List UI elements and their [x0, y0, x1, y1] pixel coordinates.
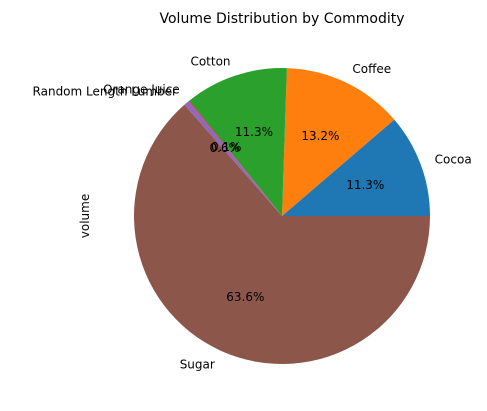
slice-label-random-length-lumber: Random Length Lumber [33, 85, 177, 99]
slice-percent-coffee: 13.2% [301, 129, 339, 143]
slice-label-cocoa: Cocoa [435, 152, 472, 166]
slice-percent-random-length-lumber: 0.6% [209, 141, 240, 155]
slice-label-coffee: Coffee [352, 62, 391, 76]
chart-title: Volume Distribution by Commodity [160, 11, 405, 27]
pie-slices [134, 68, 430, 364]
slice-percent-cotton: 11.3% [235, 125, 273, 139]
slice-percent-cocoa: 11.3% [346, 178, 384, 192]
slice-percent-sugar: 63.6% [226, 290, 264, 304]
slice-label-cotton: Cotton [190, 55, 230, 69]
y-axis-label: volume [78, 194, 92, 238]
slice-label-sugar: Sugar [180, 357, 215, 371]
